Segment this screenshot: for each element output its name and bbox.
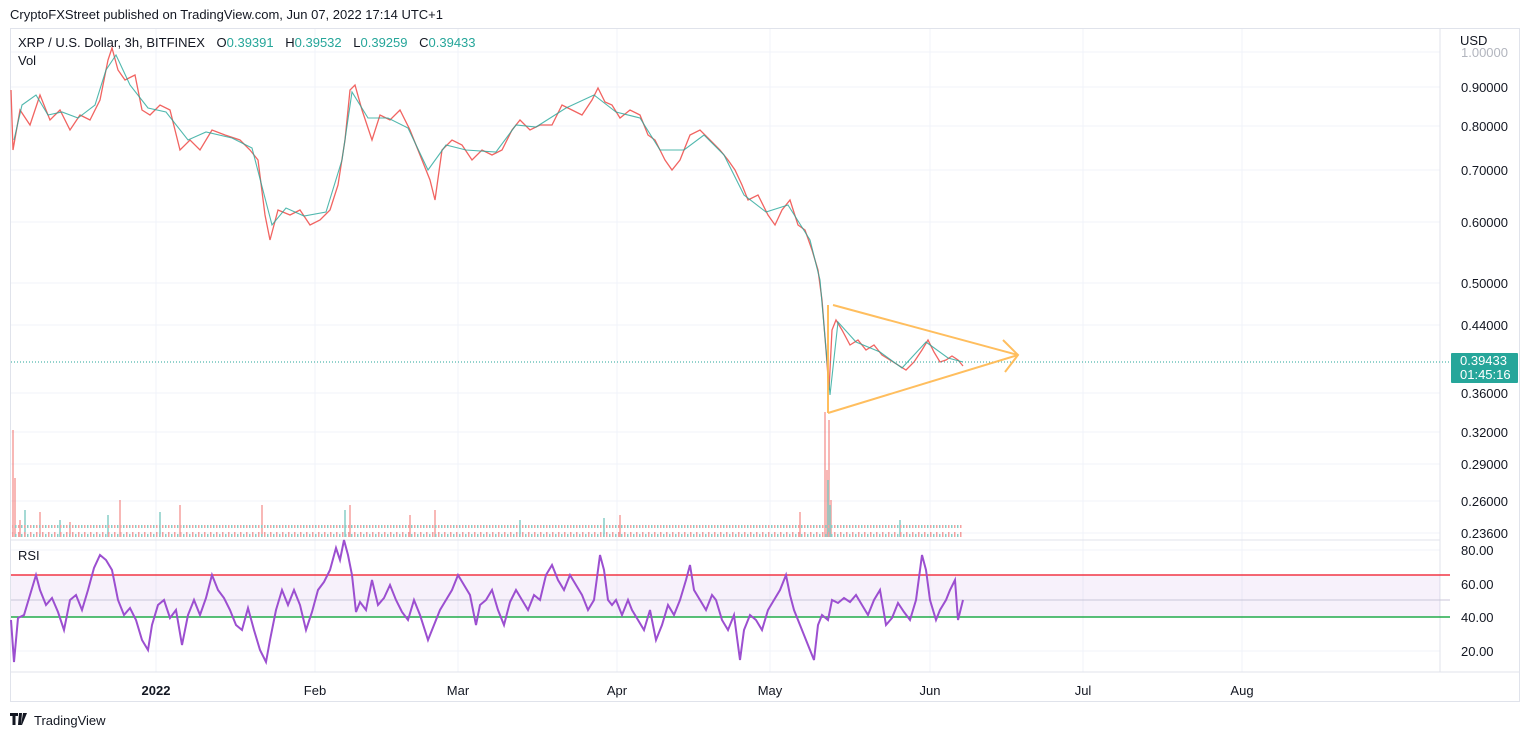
rsi-label: 80.00 — [1461, 543, 1494, 558]
rsi-label: 60.00 — [1461, 577, 1494, 592]
price-label: 0.80000 — [1461, 119, 1508, 134]
last-price-value: 0.39433 — [1460, 353, 1507, 368]
currency-label: USD — [1460, 33, 1488, 48]
price-label: 0.32000 — [1461, 425, 1508, 440]
price-label: 0.29000 — [1461, 457, 1508, 472]
open-key: O — [216, 35, 227, 50]
triangle-drawing — [827, 304, 1020, 414]
volume-bars — [11, 412, 963, 537]
price-label: 0.50000 — [1461, 276, 1508, 291]
bar-countdown: 01:45:16 — [1460, 367, 1511, 382]
rsi-band — [11, 575, 1440, 617]
publisher-line: CryptoFXStreet published on TradingView.… — [10, 7, 443, 22]
last-price-badge: 0.39433 01:45:16 — [1451, 353, 1518, 383]
time-label: Feb — [303, 683, 327, 698]
rsi-line — [10, 539, 964, 666]
price-candles — [10, 45, 964, 396]
symbol-legend[interactable]: XRP / U.S. Dollar, 3h, BITFINEX O0.39391… — [18, 35, 476, 50]
time-label: May — [757, 683, 783, 698]
low-key: L — [353, 35, 361, 50]
price-label: 1.00000 — [1461, 45, 1508, 60]
tradingview-brand[interactable]: TradingView — [10, 712, 106, 728]
open-value: 0.39391 — [226, 35, 274, 50]
close-key: C — [419, 35, 429, 50]
high-value: 0.39532 — [294, 35, 342, 50]
close-value: 0.39433 — [428, 35, 476, 50]
time-label: Aug — [1230, 683, 1254, 698]
chart-frame — [10, 28, 1520, 702]
time-label: Jul — [1074, 683, 1092, 698]
volume-indicator-label[interactable]: Vol — [18, 53, 37, 68]
tradingview-logo-icon — [10, 712, 30, 728]
price-label: 0.36000 — [1461, 386, 1508, 401]
price-label: 0.26000 — [1461, 494, 1508, 509]
price-label: 0.44000 — [1461, 318, 1508, 333]
time-label: Apr — [606, 683, 628, 698]
price-label: 0.90000 — [1461, 80, 1508, 95]
low-value: 0.39259 — [360, 35, 408, 50]
time-gridlines — [155, 29, 1243, 672]
rsi-label: 40.00 — [1461, 610, 1494, 625]
symbol-title: XRP / U.S. Dollar, 3h, BITFINEX — [18, 35, 205, 50]
time-label: Mar — [446, 683, 470, 698]
rsi-indicator-label[interactable]: RSI — [18, 548, 40, 563]
time-label: Jun — [919, 683, 941, 698]
price-label: 0.70000 — [1461, 163, 1508, 178]
price-label: 0.60000 — [1461, 215, 1508, 230]
rsi-label: 20.00 — [1461, 644, 1494, 659]
tradingview-logo-text: TradingView — [34, 712, 106, 728]
price-label: 0.23600 — [1461, 526, 1508, 541]
price-gridlines — [11, 51, 1440, 652]
high-key: H — [285, 35, 295, 50]
time-label: 2022 — [141, 683, 171, 698]
